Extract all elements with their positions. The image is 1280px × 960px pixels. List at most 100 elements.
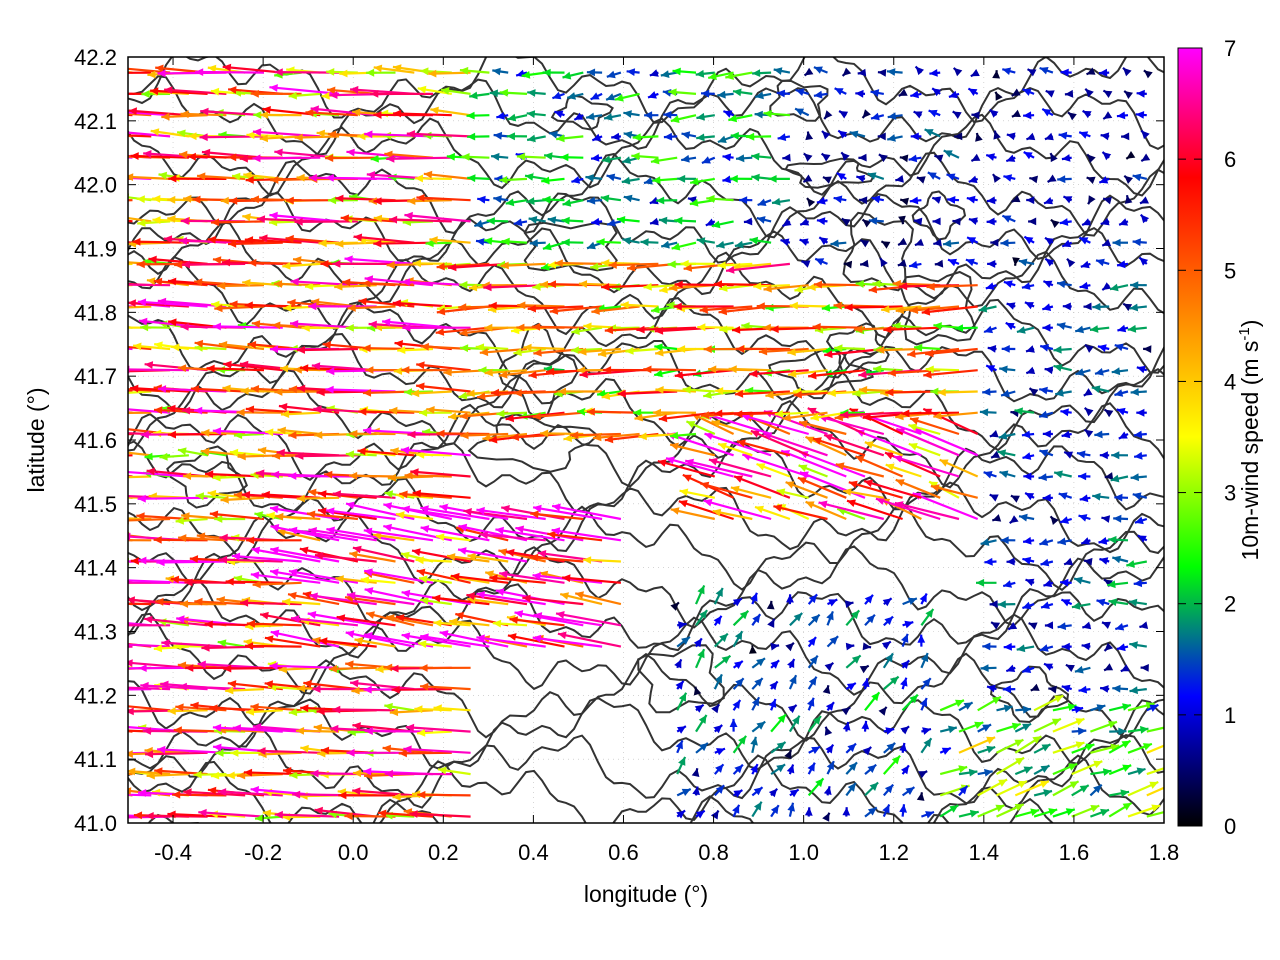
wind-arrow bbox=[996, 780, 1028, 797]
wind-arrow-head bbox=[435, 328, 445, 336]
wind-arrow-head bbox=[1022, 556, 1032, 565]
wind-arrow-head bbox=[1026, 345, 1035, 353]
wind-arrow bbox=[146, 771, 189, 780]
wind-arrow bbox=[290, 277, 358, 287]
wind-arrow bbox=[986, 684, 997, 693]
wind-arrow-head bbox=[312, 636, 321, 645]
wind-arrow bbox=[996, 738, 1024, 754]
wind-arrow-shaft bbox=[172, 793, 227, 797]
wind-arrow-head bbox=[640, 238, 649, 247]
wind-arrow bbox=[1074, 325, 1091, 334]
wind-arrow-head bbox=[117, 767, 126, 775]
wind-arrow-head bbox=[770, 660, 780, 669]
wind-arrow-head bbox=[350, 679, 359, 688]
wind-arrow-head bbox=[658, 414, 668, 423]
wind-arrow bbox=[1026, 132, 1036, 141]
wind-arrow bbox=[1092, 492, 1110, 501]
wind-arrow bbox=[420, 525, 490, 542]
wind-arrow bbox=[416, 361, 471, 372]
wind-arrow-head bbox=[1115, 623, 1125, 631]
wind-arrow-head bbox=[344, 255, 353, 264]
wind-arrow-head bbox=[275, 512, 284, 521]
wind-arrow bbox=[522, 594, 584, 606]
wind-arrow bbox=[270, 524, 340, 542]
wind-arrow bbox=[863, 479, 922, 499]
wind-arrow bbox=[862, 642, 872, 651]
wind-arrow bbox=[364, 587, 434, 606]
wind-arrow-head bbox=[933, 322, 942, 330]
wind-arrow bbox=[932, 217, 941, 226]
wind-arrow-head bbox=[307, 611, 317, 619]
wind-arrow-head bbox=[715, 588, 723, 597]
wind-arrow-head bbox=[923, 370, 932, 379]
wind-arrow bbox=[998, 432, 1016, 440]
wind-arrow bbox=[808, 745, 821, 754]
wind-arrow bbox=[920, 652, 929, 669]
wind-arrow bbox=[128, 156, 133, 159]
wind-arrow bbox=[1084, 343, 1094, 353]
wind-arrow-head bbox=[1097, 344, 1107, 352]
wind-arrow bbox=[897, 237, 908, 246]
wind-arrow-head bbox=[217, 281, 226, 290]
wind-arrow bbox=[418, 408, 452, 417]
wind-arrow-head bbox=[776, 488, 786, 496]
wind-arrow-head bbox=[1006, 132, 1016, 141]
wind-arrow-head bbox=[412, 548, 421, 556]
wind-arrow bbox=[128, 199, 133, 202]
wind-arrow bbox=[1000, 536, 1016, 545]
wind-arrow-head bbox=[659, 285, 668, 294]
wind-arrow bbox=[282, 598, 321, 606]
wind-arrow bbox=[1086, 176, 1096, 184]
wind-arrow-shaft bbox=[763, 432, 828, 457]
wind-arrow bbox=[670, 507, 716, 521]
wind-arrow-shaft bbox=[420, 685, 471, 691]
wind-arrow bbox=[206, 364, 265, 373]
wind-arrow-head bbox=[364, 587, 374, 595]
wind-arrow bbox=[675, 739, 684, 754]
wind-arrow-head bbox=[528, 216, 538, 224]
wind-arrow-shaft bbox=[1146, 811, 1164, 818]
wind-arrow-head bbox=[699, 305, 708, 314]
wind-arrow bbox=[229, 448, 265, 457]
wind-arrow bbox=[886, 134, 903, 142]
wind-arrow-head bbox=[1083, 388, 1093, 396]
wind-arrow bbox=[153, 277, 208, 287]
wind-arrow-head bbox=[459, 412, 468, 420]
wind-arrow-head bbox=[941, 747, 951, 755]
wind-arrow-head bbox=[417, 729, 426, 737]
wind-arrow-head bbox=[523, 343, 532, 352]
wind-arrow-shaft bbox=[336, 615, 396, 627]
wind-arrow-head bbox=[986, 217, 995, 226]
wind-arrow bbox=[1001, 214, 1016, 223]
wind-arrow bbox=[416, 450, 452, 459]
wind-arrow-head bbox=[621, 176, 631, 185]
wind-arrow-head bbox=[167, 810, 176, 819]
wind-arrow-head bbox=[910, 417, 919, 425]
wind-arrow-head bbox=[909, 694, 918, 704]
wind-arrow-head bbox=[847, 743, 856, 752]
wind-arrow bbox=[194, 597, 246, 606]
wind-arrow-head bbox=[210, 771, 220, 780]
wind-arrow bbox=[750, 736, 758, 754]
wind-arrow-head bbox=[488, 301, 497, 310]
wind-arrow bbox=[684, 458, 753, 478]
wind-arrow bbox=[804, 807, 813, 817]
wind-arrow bbox=[433, 619, 471, 627]
wind-arrow-head bbox=[168, 318, 177, 327]
wind-arrow bbox=[826, 760, 835, 775]
wind-arrow bbox=[532, 411, 584, 421]
wind-arrow bbox=[862, 746, 872, 756]
wind-arrow-head bbox=[661, 240, 670, 249]
wind-arrow-head bbox=[383, 523, 392, 532]
wind-arrow bbox=[1006, 557, 1016, 566]
wind-arrow bbox=[295, 727, 340, 735]
wind-arrow bbox=[1108, 535, 1129, 544]
wind-arrow-head bbox=[895, 175, 904, 183]
wind-arrow-head bbox=[1120, 664, 1130, 672]
wind-arrow bbox=[1022, 556, 1035, 565]
wind-arrow bbox=[439, 630, 509, 648]
wind-arrow-head bbox=[1118, 431, 1128, 439]
wind-arrow bbox=[996, 803, 1025, 818]
wind-arrow-head bbox=[922, 727, 931, 735]
